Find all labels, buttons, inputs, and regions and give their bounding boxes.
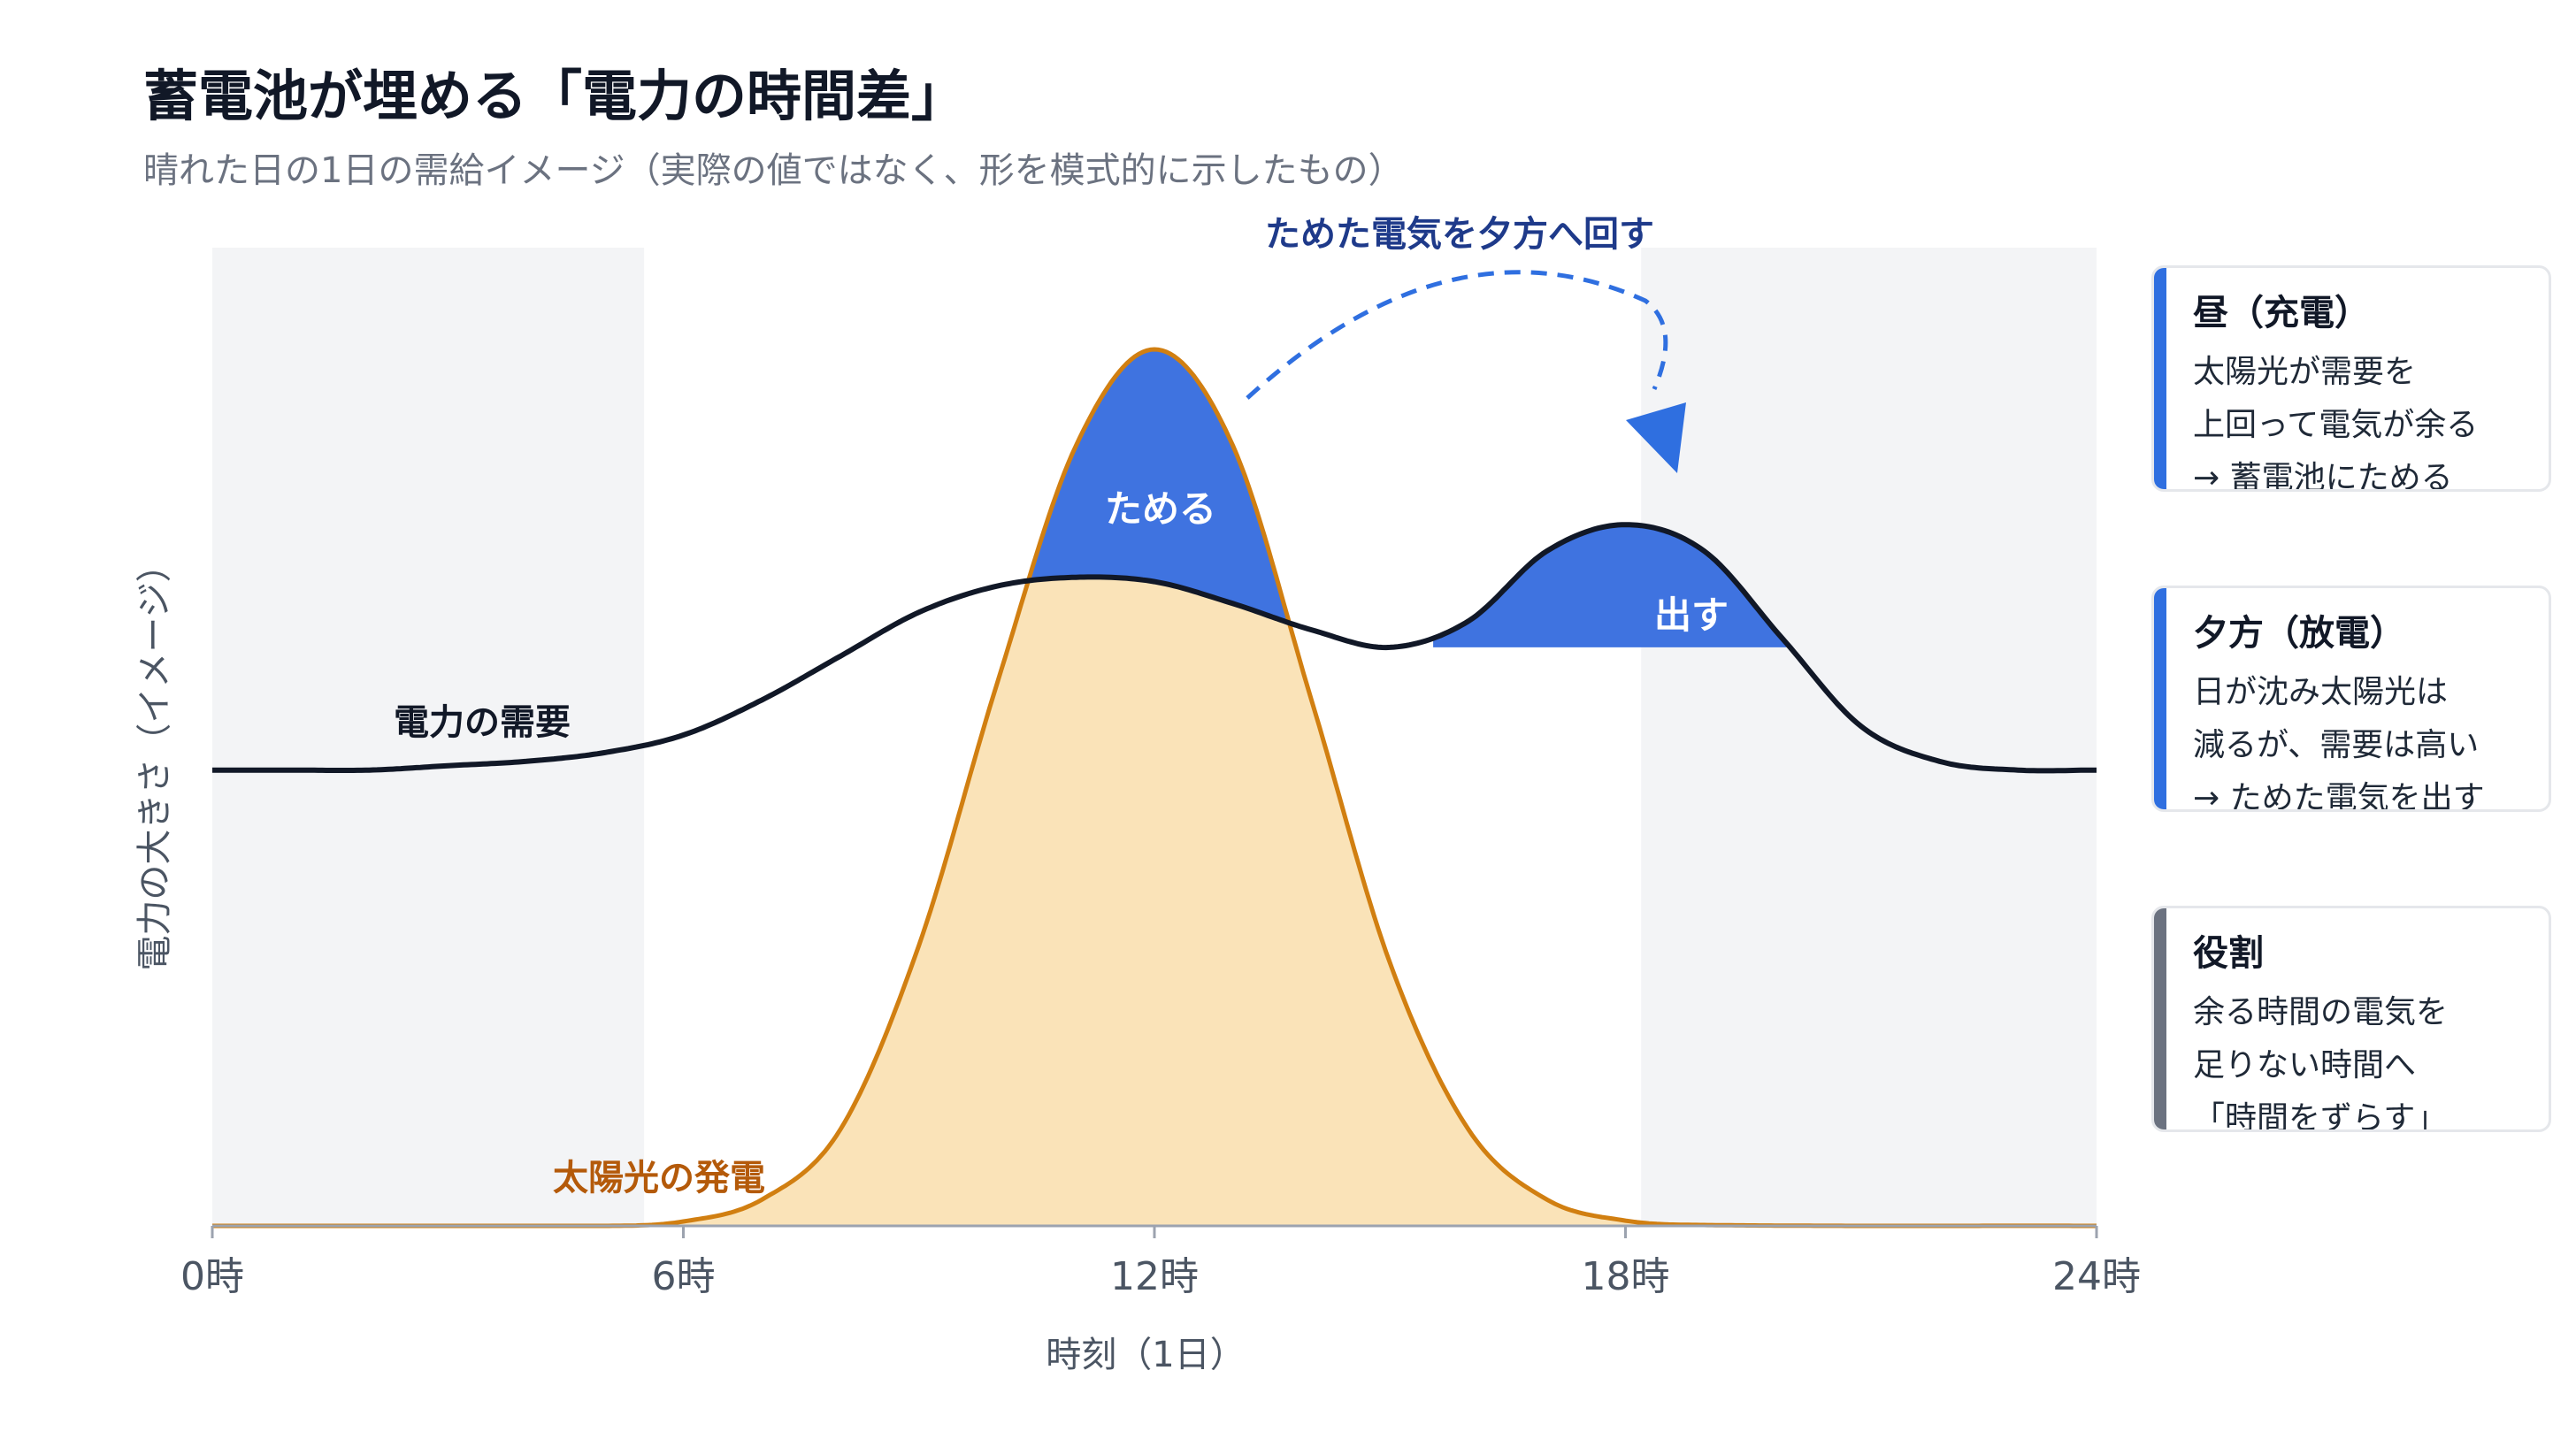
demand-line (212, 522, 2097, 774)
night-band (1641, 248, 2097, 1226)
card-line: 「時間をずらす」 (2193, 1100, 2448, 1132)
card-line: 太陽光が需要を (2193, 354, 2417, 390)
x-tick-label: 0時 (180, 1254, 244, 1299)
card-line: 日が沈み太陽光は (2193, 674, 2449, 710)
x-axis-label: 時刻（1日） (1046, 1335, 1245, 1375)
solar-series-label: 太陽光の発電 (553, 1158, 765, 1198)
card-accent (2154, 908, 2166, 1129)
card-line: → ためた電気を出す (2193, 780, 2485, 812)
discharge-label: 出す (1654, 593, 1729, 637)
info-card-daytime: 昼（充電） 太陽光が需要を 上回って電気が余る → 蓄電池にためる (2151, 265, 2551, 492)
charge-label: ためる (1105, 487, 1216, 531)
x-tick-label: 12時 (1110, 1254, 1199, 1299)
card-line: 上回って電気が余る (2193, 407, 2479, 443)
info-card-evening: 夕方（放電） 日が沈み太陽光は 減るが、需要は高い → ためた電気を出す (2151, 586, 2551, 812)
demand-series-label: 電力の需要 (394, 702, 571, 743)
card-title: 役割 (2193, 933, 2264, 974)
card-line: 余る時間の電気を (2193, 994, 2449, 1030)
shift-arrow (1246, 270, 1668, 400)
solar-area (212, 349, 2097, 1226)
night-band (212, 248, 645, 1226)
x-tick-label: 6時 (652, 1254, 716, 1299)
chart-subtitle: 晴れた日の1日の需給イメージ（実際の値ではなく、形を模式的に示したもの） (143, 150, 1404, 191)
card-line: → 蓄電池にためる (2193, 460, 2453, 492)
info-card-role: 役割 余る時間の電気を 足りない時間へ 「時間をずらす」 (2151, 906, 2551, 1132)
card-accent (2154, 268, 2166, 489)
y-axis-label: 電力の大きさ（イメージ） (134, 547, 175, 970)
card-line: 足りない時間へ (2193, 1047, 2417, 1083)
x-tick-label: 24時 (2052, 1254, 2141, 1299)
card-title: 昼（充電） (2193, 293, 2370, 333)
card-line: 減るが、需要は高い (2193, 727, 2480, 763)
x-tick-label: 18時 (1582, 1254, 1670, 1299)
chart-title: 蓄電池が埋める「電力の時間差」 (143, 64, 967, 128)
shift-arrowhead-icon (1626, 402, 1686, 473)
charge-area (1029, 349, 1288, 623)
card-accent (2154, 588, 2166, 809)
shift-label: ためた電気を夕方へ回す (1265, 214, 1654, 255)
card-title: 夕方（放電） (2193, 613, 2405, 654)
discharge-area (1433, 524, 1787, 647)
